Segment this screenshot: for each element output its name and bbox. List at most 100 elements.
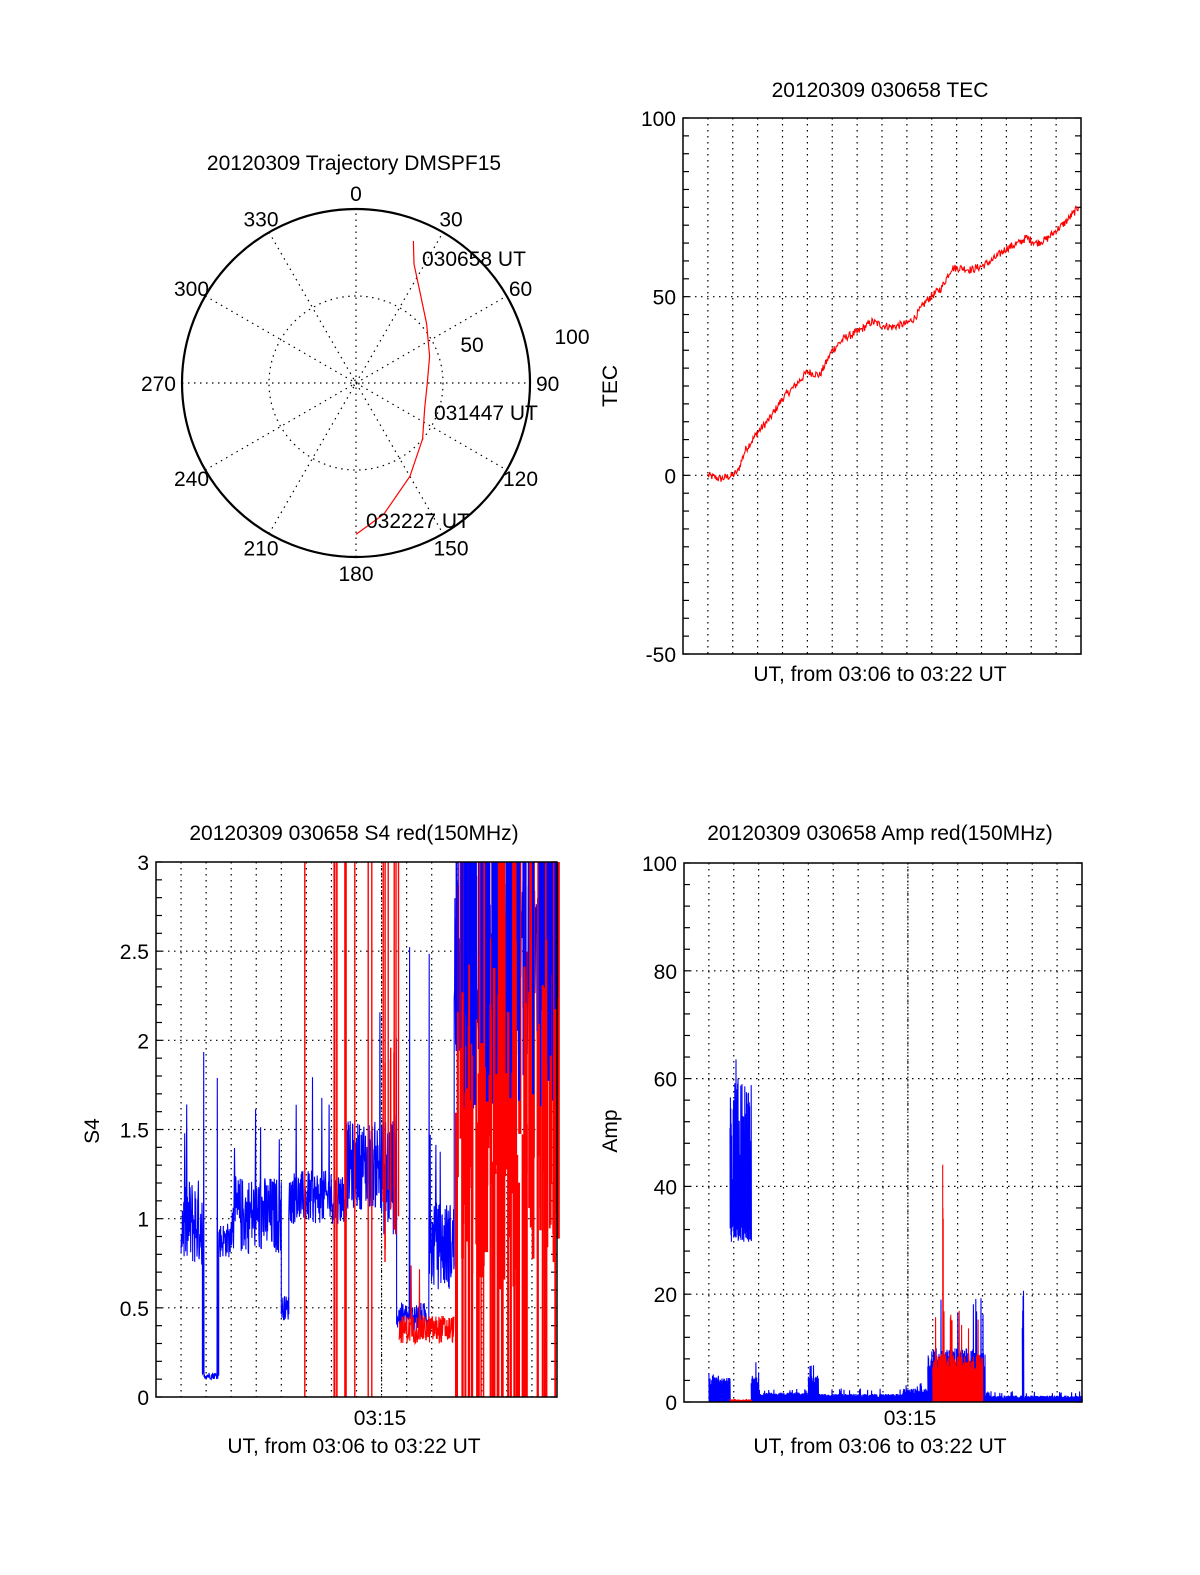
- polar-angle-labels: 0 30 60 90 120 150 180 210 240 270 300 330: [141, 183, 559, 586]
- radial-label-100: 100: [554, 326, 589, 349]
- annotation-mid-time: 031447 UT: [434, 402, 538, 425]
- s4-title: 20120309 030658 S4 red(150MHz): [189, 822, 518, 845]
- s4-red-spike: [367, 862, 369, 1397]
- plot-frame: [682, 117, 1082, 655]
- s4-blue-spike: [486, 862, 490, 1075]
- s4-red-spike: [513, 1037, 516, 1397]
- s4-blue-spike: [485, 862, 488, 1067]
- s4-blue-spike: [547, 862, 550, 1081]
- y-tick-label: 100: [642, 853, 677, 876]
- y-tick-label: 0: [665, 1392, 677, 1415]
- polar-angle-label: 270: [141, 373, 176, 396]
- s4-red-spike: [371, 862, 373, 1397]
- tec-xlabel: UT, from 03:06 to 03:22 UT: [753, 663, 1006, 686]
- s4-red-spike: [515, 940, 517, 1397]
- s4-red-spike: [344, 862, 346, 1397]
- s4-blue-spike: [466, 862, 469, 993]
- s4-red-spike: [496, 1168, 500, 1397]
- y-tick-label: 50: [653, 287, 676, 310]
- s4-blue-spike: [527, 862, 530, 993]
- s4-red-spike: [455, 1112, 458, 1397]
- polar-angle-label: 90: [536, 373, 559, 396]
- s4-red-spike: [556, 862, 560, 1239]
- polar-angle-label: 120: [503, 468, 538, 491]
- s4-blue-spike: [491, 862, 494, 1048]
- s4-red-spike: [393, 862, 395, 1200]
- s4-red-line: [398, 1265, 455, 1346]
- s4-red-spike: [477, 1122, 479, 1397]
- trajectory-title: 20120309 Trajectory DMSPF15: [207, 152, 501, 175]
- s4-blue-spike: [463, 862, 466, 1108]
- s4-red-spike: [461, 992, 464, 1397]
- amp-blue-line: [984, 1391, 1024, 1403]
- y-tick-label: 1: [137, 1209, 149, 1232]
- amp-blue-line: [729, 1059, 752, 1242]
- s4-red-spike: [333, 862, 335, 1397]
- s4-blue-spike: [532, 862, 535, 1095]
- amp-frame: [683, 862, 1083, 1403]
- y-tick-label: -50: [646, 644, 676, 667]
- polar-angle-label: 150: [433, 538, 468, 561]
- s4-blue-spike: [542, 862, 545, 988]
- s4-red-spike: [521, 1134, 525, 1397]
- s4-blue-spike: [517, 862, 521, 1101]
- s4-red-spike: [456, 885, 459, 1178]
- amp-plot: 20120309 030658 Amp red(150MHz) Amp UT, …: [599, 822, 1083, 1458]
- s4-red-spike: [536, 1031, 539, 1397]
- s4-red-spike: [507, 1011, 510, 1397]
- polar-angle-label: 180: [338, 563, 373, 586]
- s4-blue-spike: [473, 862, 476, 1000]
- s4-red-spike: [482, 862, 485, 1267]
- s4-blue-spike: [471, 862, 475, 1109]
- s4-red-spike: [526, 951, 528, 1174]
- amp-blue-line: [902, 1383, 929, 1403]
- amp-xtick-label: 03:15: [884, 1407, 937, 1430]
- amp-ylabel: Amp: [599, 1109, 622, 1152]
- amp-red-line: [932, 1310, 984, 1403]
- s4-red-spike: [480, 1149, 482, 1397]
- amp-blue-line: [750, 1362, 760, 1403]
- plot-frame: [683, 862, 1083, 1403]
- plot-frame: [155, 861, 558, 1398]
- s4-red-spike: [395, 862, 397, 1235]
- s4-red-spike: [390, 1047, 392, 1200]
- amp-blue-line: [1022, 1391, 1083, 1403]
- annotation-start-time: 030658 UT: [422, 248, 526, 271]
- polar-angle-label: 30: [439, 209, 462, 232]
- s4-red-spike: [387, 862, 389, 1190]
- amp-red-line: [942, 1164, 944, 1403]
- s4-red-spike: [525, 1124, 528, 1397]
- amp-blue-line: [817, 1388, 904, 1403]
- polar-angle-label: 330: [243, 209, 278, 232]
- s4-red-spike: [304, 862, 306, 1397]
- s4-red-spike: [496, 862, 500, 1257]
- amp-title: 20120309 030658 Amp red(150MHz): [707, 822, 1053, 845]
- s4-blue-spike: [455, 862, 457, 1051]
- amp-axes: 100 80 60 40 20 0: [642, 853, 1082, 1415]
- s4-red-spike: [509, 1153, 512, 1397]
- s4-plot: 20120309 030658 S4 red(150MHz) S4 UT, fr…: [81, 822, 560, 1458]
- s4-red-spike: [479, 862, 483, 1277]
- s4-red-spike: [475, 875, 478, 1245]
- y-tick-label: 2: [137, 1030, 149, 1053]
- s4-red-spike: [354, 862, 356, 1397]
- polar-spoke: [268, 232, 444, 534]
- s4-red-spike: [502, 862, 506, 1280]
- s4-red-spike: [382, 862, 384, 1202]
- tec-series: [707, 205, 1080, 482]
- y-tick-label: 80: [654, 961, 677, 984]
- annotation-end-time: 032227 UT: [366, 510, 470, 533]
- s4-blue-spike: [488, 862, 490, 1004]
- s4-red-spike: [397, 862, 400, 1217]
- s4-blue-spike: [538, 862, 541, 1025]
- s4-red-spike: [500, 1070, 504, 1397]
- tec-axes: 100 50 0 -50: [641, 108, 1082, 667]
- s4-blue-spike: [524, 862, 527, 975]
- tec-plot: 20120309 030658 TEC TEC UT, from 03:06 t…: [599, 79, 1082, 686]
- s4-blue-spike: [541, 862, 543, 1010]
- polar-center-circle: [352, 379, 360, 387]
- s4-red-spike: [528, 862, 531, 1209]
- y-tick-label: 1.5: [120, 1120, 149, 1143]
- y-tick-label: 0: [664, 465, 676, 488]
- s4-red-spike: [482, 1134, 485, 1397]
